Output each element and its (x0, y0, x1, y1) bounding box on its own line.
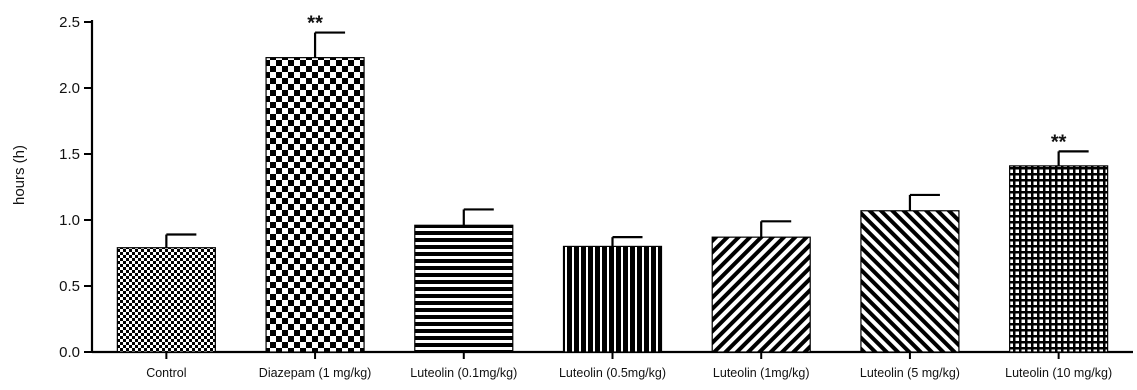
y-tick-label: 2.5 (59, 14, 80, 31)
bar (562, 245, 663, 353)
category-label: Luteolin (0.5mg/kg) (559, 366, 666, 380)
y-axis: 0.0 0.5 1.0 1.5 2.0 2.5 (59, 14, 94, 361)
bars (116, 57, 1109, 353)
bar (414, 224, 514, 353)
category-label: Luteolin (5 mg/kg) (860, 366, 960, 380)
x-axis (92, 350, 1133, 359)
y-tick-label: 0.0 (59, 344, 80, 361)
error-bars (165, 31, 1089, 248)
significance-label: ** (1051, 131, 1067, 153)
y-tick-label: 1.0 (59, 212, 80, 229)
category-label: Luteolin (10 mg/kg) (1005, 366, 1112, 380)
bar (1009, 165, 1109, 353)
category-label: Luteolin (0.1mg/kg) (410, 366, 517, 380)
y-tick-label: 1.5 (59, 146, 80, 163)
significance-markers: ** ** (307, 13, 1066, 154)
category-labels: Control Diazepam (1 mg/kg) Luteolin (0.1mg… (146, 366, 1112, 380)
y-tick-label: 0.5 (59, 278, 80, 295)
y-axis-title: hours (h) (11, 145, 28, 205)
significance-label: ** (307, 13, 323, 35)
category-label: Diazepam (1 mg/kg) (259, 366, 372, 380)
bar (860, 210, 960, 353)
category-label: Luteolin (1mg/kg) (713, 366, 810, 380)
category-label: Control (146, 366, 186, 380)
bar (711, 236, 811, 353)
y-tick-label: 2.0 (59, 80, 80, 97)
bar (116, 247, 216, 353)
bar (265, 57, 365, 353)
